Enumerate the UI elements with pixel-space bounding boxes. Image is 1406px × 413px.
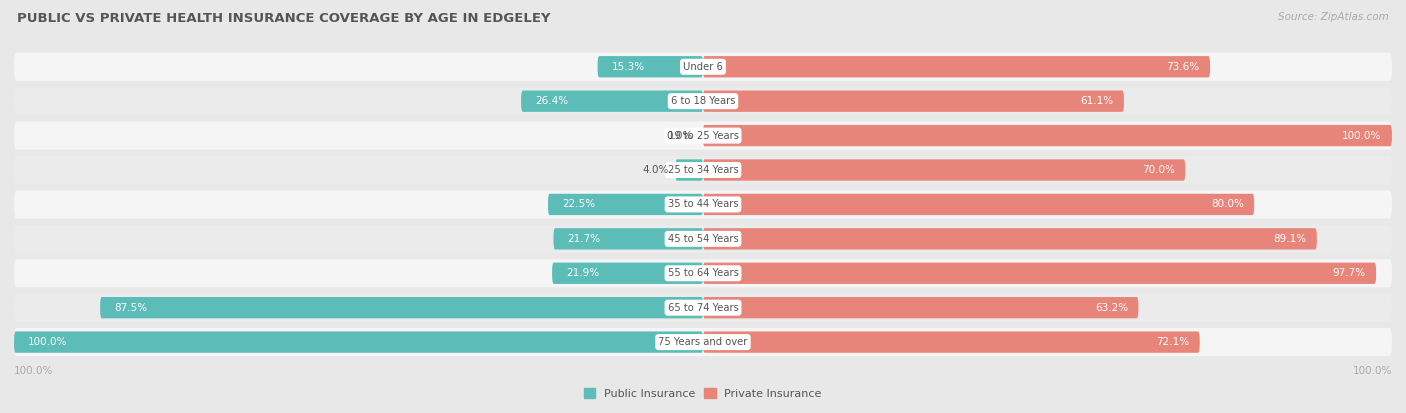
Text: 61.1%: 61.1%: [1080, 96, 1114, 106]
Legend: Public Insurance, Private Insurance: Public Insurance, Private Insurance: [579, 384, 827, 404]
Text: 26.4%: 26.4%: [534, 96, 568, 106]
Text: 22.5%: 22.5%: [562, 199, 595, 209]
Text: Source: ZipAtlas.com: Source: ZipAtlas.com: [1278, 12, 1389, 22]
Text: 75 Years and over: 75 Years and over: [658, 337, 748, 347]
Text: 100.0%: 100.0%: [1343, 131, 1382, 140]
Text: 6 to 18 Years: 6 to 18 Years: [671, 96, 735, 106]
Text: 97.7%: 97.7%: [1333, 268, 1365, 278]
FancyBboxPatch shape: [703, 228, 1317, 249]
FancyBboxPatch shape: [14, 331, 703, 353]
FancyBboxPatch shape: [100, 297, 703, 318]
Text: 21.9%: 21.9%: [565, 268, 599, 278]
FancyBboxPatch shape: [14, 121, 1392, 150]
Text: 100.0%: 100.0%: [28, 337, 67, 347]
FancyBboxPatch shape: [703, 263, 1376, 284]
Text: 89.1%: 89.1%: [1274, 234, 1306, 244]
FancyBboxPatch shape: [703, 56, 1211, 78]
Text: 0.0%: 0.0%: [666, 131, 693, 140]
FancyBboxPatch shape: [554, 228, 703, 249]
FancyBboxPatch shape: [522, 90, 703, 112]
Text: 72.1%: 72.1%: [1156, 337, 1189, 347]
FancyBboxPatch shape: [548, 194, 703, 215]
Text: 65 to 74 Years: 65 to 74 Years: [668, 303, 738, 313]
Text: 70.0%: 70.0%: [1142, 165, 1175, 175]
Text: 100.0%: 100.0%: [1353, 366, 1392, 376]
Text: 35 to 44 Years: 35 to 44 Years: [668, 199, 738, 209]
FancyBboxPatch shape: [598, 56, 703, 78]
Text: 63.2%: 63.2%: [1095, 303, 1128, 313]
Text: 80.0%: 80.0%: [1211, 199, 1244, 209]
Text: 100.0%: 100.0%: [14, 366, 53, 376]
FancyBboxPatch shape: [703, 125, 1392, 146]
FancyBboxPatch shape: [14, 328, 1392, 356]
FancyBboxPatch shape: [553, 263, 703, 284]
Text: 19 to 25 Years: 19 to 25 Years: [668, 131, 738, 140]
Text: 87.5%: 87.5%: [114, 303, 148, 313]
Text: PUBLIC VS PRIVATE HEALTH INSURANCE COVERAGE BY AGE IN EDGELEY: PUBLIC VS PRIVATE HEALTH INSURANCE COVER…: [17, 12, 550, 25]
Text: 4.0%: 4.0%: [643, 165, 669, 175]
Text: Under 6: Under 6: [683, 62, 723, 72]
FancyBboxPatch shape: [703, 159, 1185, 180]
FancyBboxPatch shape: [14, 294, 1392, 322]
FancyBboxPatch shape: [14, 225, 1392, 253]
Text: 21.7%: 21.7%: [567, 234, 600, 244]
FancyBboxPatch shape: [14, 87, 1392, 115]
FancyBboxPatch shape: [703, 297, 1139, 318]
FancyBboxPatch shape: [14, 259, 1392, 287]
FancyBboxPatch shape: [675, 159, 703, 180]
Text: 55 to 64 Years: 55 to 64 Years: [668, 268, 738, 278]
FancyBboxPatch shape: [14, 156, 1392, 184]
FancyBboxPatch shape: [703, 194, 1254, 215]
Text: 25 to 34 Years: 25 to 34 Years: [668, 165, 738, 175]
Text: 45 to 54 Years: 45 to 54 Years: [668, 234, 738, 244]
Text: 73.6%: 73.6%: [1167, 62, 1199, 72]
FancyBboxPatch shape: [14, 52, 1392, 81]
FancyBboxPatch shape: [703, 331, 1199, 353]
Text: 15.3%: 15.3%: [612, 62, 644, 72]
FancyBboxPatch shape: [14, 190, 1392, 218]
FancyBboxPatch shape: [703, 90, 1123, 112]
